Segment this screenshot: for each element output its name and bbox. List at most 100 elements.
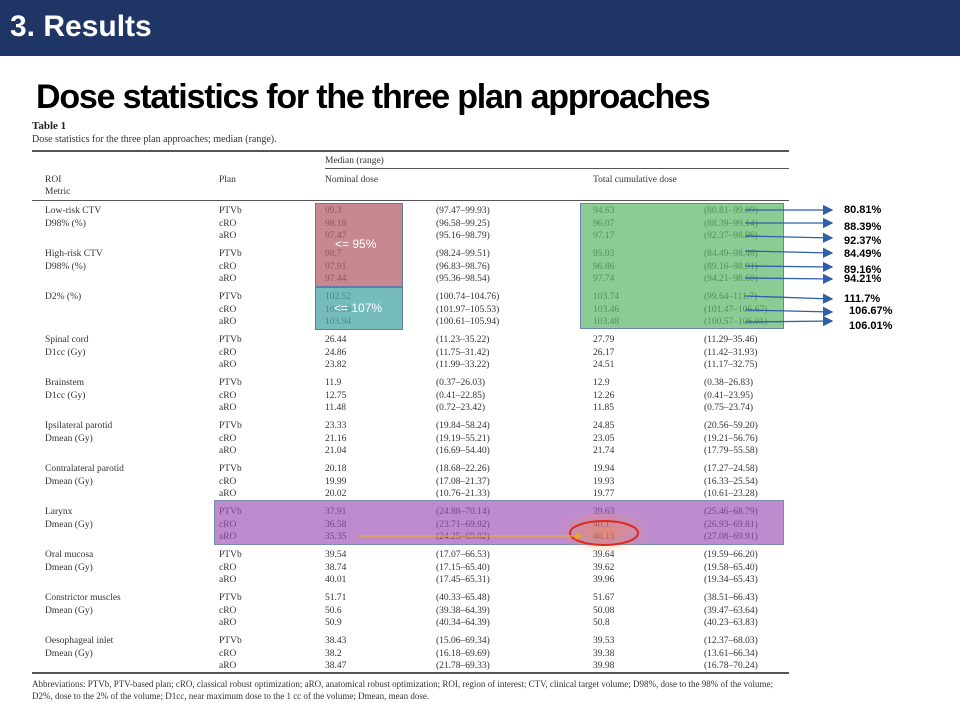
nominal-range: (39.38–64.39) bbox=[436, 605, 490, 616]
total-median: 21.74 bbox=[593, 446, 615, 456]
total-range: (19.34–65.43) bbox=[704, 575, 758, 585]
nominal-median: 40.01 bbox=[325, 575, 347, 585]
nominal-range: (11.75–31.42) bbox=[436, 347, 490, 358]
table-abbreviations: Abbreviations: PTVb, PTV-based plan; cRO… bbox=[32, 679, 773, 701]
table-rule bbox=[32, 672, 789, 674]
plan-name: cRO bbox=[219, 433, 237, 444]
nominal-range: (17.08–21.37) bbox=[436, 476, 490, 487]
total-range: (19.58–65.40) bbox=[704, 562, 758, 573]
total-median: 39.38 bbox=[593, 648, 615, 659]
callout-value: 106.67% bbox=[849, 305, 893, 317]
nominal-range: (97.47–99.93) bbox=[436, 206, 490, 216]
table-label: Table 1 bbox=[32, 120, 67, 132]
nominal-range: (96.58–99.25) bbox=[436, 218, 490, 229]
total-median: 24.85 bbox=[593, 421, 615, 431]
total-range: (0.41–23.95) bbox=[704, 390, 754, 401]
nominal-range: (40.34–64.39) bbox=[436, 618, 490, 628]
plan-name: PTVb bbox=[219, 378, 242, 388]
total-range: (38.51–66.43) bbox=[704, 593, 758, 603]
total-median: 39.62 bbox=[593, 562, 615, 573]
plan-name: cRO bbox=[219, 261, 237, 272]
callout-arrow bbox=[744, 293, 834, 304]
nominal-range: (17.45–65.31) bbox=[436, 575, 490, 585]
nominal-range: (101.97–105.53) bbox=[436, 304, 500, 315]
header-nominal: Nominal dose bbox=[325, 175, 379, 185]
red-threshold-box bbox=[315, 203, 403, 287]
plan-name: PTVb bbox=[219, 335, 242, 345]
header-roi: ROI bbox=[45, 175, 62, 185]
roi-metric: Dmean (Gy) bbox=[45, 648, 93, 659]
plan-name: PTVb bbox=[219, 249, 242, 259]
plan-name: PTVb bbox=[219, 464, 242, 474]
nominal-median: 38.43 bbox=[325, 636, 347, 646]
roi-name: Low-risk CTV bbox=[45, 206, 102, 216]
nominal-range: (11.99–33.22) bbox=[436, 360, 490, 370]
nominal-range: (0.37–26.03) bbox=[436, 378, 486, 388]
plan-name: aRO bbox=[219, 446, 237, 456]
plan-name: PTVb bbox=[219, 292, 242, 302]
nominal-range: (0.41–22.85) bbox=[436, 390, 486, 401]
nominal-median: 20.18 bbox=[325, 464, 347, 474]
total-range: (20.56–59.20) bbox=[704, 421, 758, 431]
nominal-range: (18.68–22.26) bbox=[436, 464, 490, 474]
total-median: 50.8 bbox=[593, 618, 610, 628]
total-median: 19.94 bbox=[593, 464, 615, 474]
callout-value: 94.21% bbox=[844, 273, 882, 285]
nominal-median: 21.04 bbox=[325, 446, 347, 456]
nominal-median: 24.86 bbox=[325, 347, 347, 358]
callout-arrow bbox=[744, 232, 834, 243]
nominal-median: 21.16 bbox=[325, 433, 347, 444]
total-range: (40.23–63.83) bbox=[704, 618, 758, 628]
roi-name: Spinal cord bbox=[45, 335, 89, 345]
nominal-range: (10.76–21.33) bbox=[436, 489, 490, 499]
nominal-range: (40.33–65.48) bbox=[436, 593, 490, 603]
header-median-range: Median (range) bbox=[325, 156, 384, 166]
roi-name: Constrictor muscles bbox=[45, 593, 121, 603]
plan-name: aRO bbox=[219, 661, 237, 671]
plan-name: PTVb bbox=[219, 206, 242, 216]
nominal-median: 38.2 bbox=[325, 648, 342, 659]
callout-value: 89.16% bbox=[844, 264, 882, 276]
total-range: (11.29–35.46) bbox=[704, 335, 758, 345]
plan-name: aRO bbox=[219, 231, 237, 241]
nominal-median: 12.75 bbox=[325, 390, 347, 401]
roi-name: High-risk CTV bbox=[45, 249, 103, 259]
roi-metric: Dmean (Gy) bbox=[45, 562, 93, 573]
nominal-range: (16.69–54.40) bbox=[436, 446, 490, 456]
nominal-median: 50.6 bbox=[325, 605, 342, 616]
nominal-range: (0.72–23.42) bbox=[436, 403, 486, 413]
plan-name: PTVb bbox=[219, 593, 242, 603]
callout-value: 84.49% bbox=[844, 248, 882, 260]
plan-name: PTVb bbox=[219, 636, 242, 646]
total-range: (17.79–55.58) bbox=[704, 446, 758, 456]
median-underline bbox=[325, 168, 789, 169]
nominal-range: (21.78–69.33) bbox=[436, 661, 490, 671]
total-range: (16.78–70.24) bbox=[704, 661, 758, 671]
table-rule bbox=[32, 200, 789, 201]
nominal-range: (95.16–98.79) bbox=[436, 231, 490, 241]
plan-name: aRO bbox=[219, 360, 237, 370]
total-median: 50.08 bbox=[593, 605, 615, 616]
plan-name: cRO bbox=[219, 476, 237, 487]
header-metric: Metric bbox=[45, 187, 71, 197]
total-median: 51.67 bbox=[593, 593, 615, 603]
roi-name: Oesophageal inlet bbox=[45, 636, 114, 646]
nominal-median: 38.74 bbox=[325, 562, 347, 573]
dose-table: Table 1 Dose statistics for the three pl… bbox=[32, 120, 790, 675]
total-range: (11.42–31.93) bbox=[704, 347, 758, 358]
roi-name: Larynx bbox=[45, 507, 73, 517]
total-range: (16.33–25.54) bbox=[704, 476, 758, 487]
nominal-range: (98.24–99.51) bbox=[436, 249, 490, 259]
header-plan: Plan bbox=[219, 175, 236, 185]
roi-metric: D1cc (Gy) bbox=[45, 347, 86, 358]
nominal-range: (19.84–58.24) bbox=[436, 421, 490, 431]
callout-arrow bbox=[744, 315, 834, 327]
total-median: 39.98 bbox=[593, 661, 615, 671]
low-threshold-label: <= 95% bbox=[335, 237, 377, 251]
total-range: (39.47–63.64) bbox=[704, 605, 758, 616]
nominal-range: (17.07–66.53) bbox=[436, 550, 490, 560]
nominal-median: 19.99 bbox=[325, 476, 347, 487]
highlight-ellipse bbox=[569, 520, 639, 546]
nominal-range: (95.36–98.54) bbox=[436, 274, 490, 284]
plan-name: cRO bbox=[219, 605, 237, 616]
